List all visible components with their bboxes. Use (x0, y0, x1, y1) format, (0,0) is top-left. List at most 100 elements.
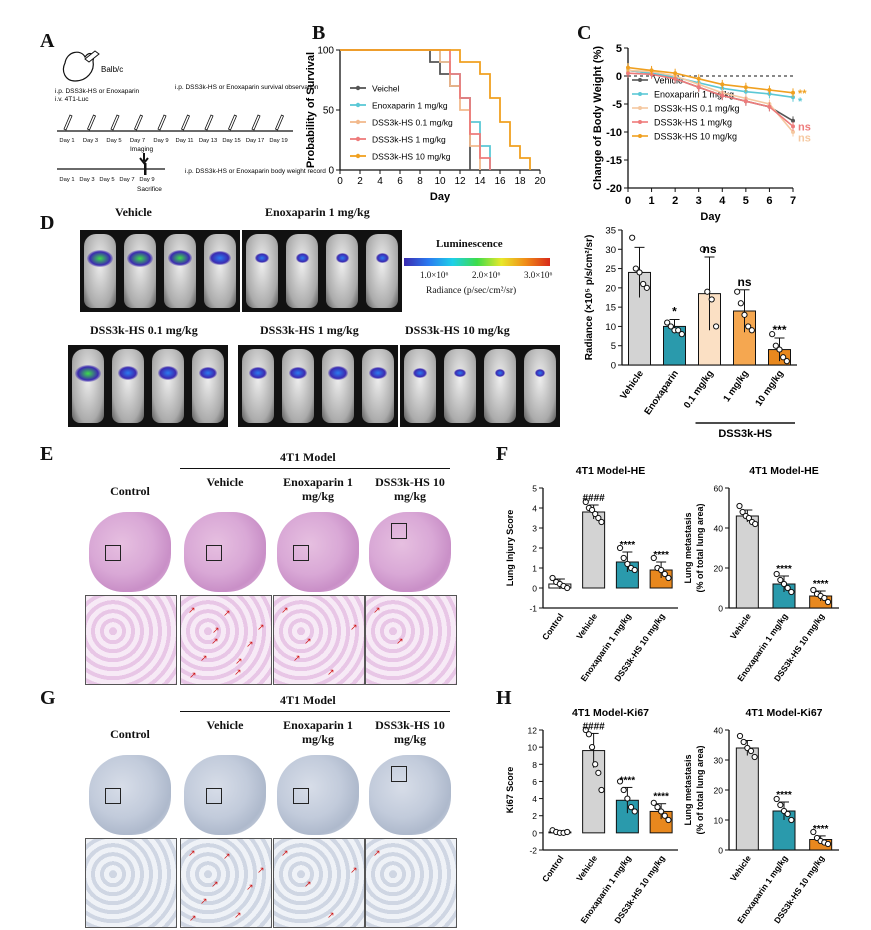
panel-label-d: D (40, 212, 55, 234)
bar (735, 515, 759, 609)
x-tick-label: Enoxaparin (642, 368, 681, 417)
data-point (598, 518, 605, 526)
red-arrow-icon: ↗ (327, 910, 335, 920)
x-tick-label: 8 (417, 176, 423, 187)
syringe-icon (204, 114, 214, 131)
legend-label: DSS3k-HS 0.1 mg/kg (372, 118, 453, 128)
y-axis-label: Probability of Survival (305, 52, 317, 168)
lung-section (277, 512, 359, 592)
data-point (788, 816, 795, 824)
data-point (678, 331, 685, 338)
syringe-icon (251, 114, 261, 131)
red-arrow-icon: ↗ (188, 848, 196, 858)
data-point (751, 753, 758, 761)
lung-section (369, 512, 451, 592)
x-tick-label: Vehicle (574, 611, 599, 641)
drug-text: i.p. DSS3k-HS or Enoxaparin (55, 88, 140, 95)
data-point (592, 761, 599, 768)
y-tick-label: 20 (605, 283, 616, 294)
column-title: Enoxaparin 1 mg/kg (283, 475, 353, 503)
x-tick-label: 4 (377, 176, 383, 187)
x-tick-label: 1 mg/kg (721, 368, 751, 404)
y-tick-label: -20 (606, 183, 622, 195)
legend-marker (638, 134, 642, 138)
syringe-icon (110, 114, 120, 131)
y-tick-label: 5 (532, 484, 537, 494)
luminescence-spot (289, 366, 307, 380)
lung-section (184, 512, 266, 592)
day-label: Day 5 (99, 177, 114, 183)
luminescence-spot (328, 366, 348, 380)
x-tick-label: Control (540, 853, 566, 883)
red-arrow-icon: ↗ (223, 608, 231, 618)
data-point (649, 68, 654, 73)
x-tick-label: 3 (696, 195, 702, 207)
day-label: Day 15 (222, 138, 240, 144)
y-tick-label: -10 (606, 127, 622, 139)
data-point (585, 731, 593, 738)
data-point (595, 769, 602, 776)
red-arrow-icon: ↗ (373, 848, 381, 858)
legend-marker (355, 102, 361, 108)
red-arrow-icon: ↗ (257, 865, 265, 875)
y-tick-label: 0 (328, 166, 334, 177)
data-point (632, 265, 639, 272)
ivis-strip (400, 345, 560, 427)
column-title: DSS3k-HS 10 mg/kg (375, 718, 445, 746)
data-point (713, 323, 720, 330)
data-point (564, 584, 571, 592)
y-tick-label: 0 (532, 584, 537, 594)
scale-bar (404, 258, 550, 266)
y-tick-label: 10 (528, 743, 538, 753)
syringe-icon (274, 114, 285, 131)
day-label: Day 11 (176, 138, 194, 144)
luminescence-spot (454, 368, 466, 378)
legend-marker (355, 136, 361, 142)
mouse-image (72, 349, 104, 423)
y-tick-label: 0 (532, 828, 537, 838)
luminescence-spot (87, 249, 113, 267)
scale-tick-label: 3.0×10⁶ (524, 270, 553, 280)
red-arrow-icon: ↗ (212, 625, 220, 635)
day-label: Day 5 (106, 138, 121, 144)
data-point (773, 570, 780, 578)
x-tick-label: 0 (625, 195, 631, 207)
x-tick-label: 2 (672, 195, 678, 207)
red-arrow-icon: ↗ (189, 670, 197, 680)
y-tick-label: 2 (532, 811, 537, 821)
day-label: Day 3 (83, 138, 98, 144)
legend-marker (638, 78, 642, 82)
y-axis-label: Radiance (×10⁵ p/s/cm²/sr) (584, 235, 595, 361)
y-axis-label: Lung metastasis (683, 754, 693, 825)
panel-label-h: H (496, 687, 512, 709)
y-tick-label: 40 (714, 726, 724, 736)
syringe-icon (133, 114, 144, 131)
legend-marker (355, 119, 361, 125)
column-title: Control (110, 484, 150, 498)
survival-line (340, 49, 531, 170)
red-arrow-icon: ↗ (350, 622, 358, 632)
data-point (708, 296, 715, 303)
data-point (699, 246, 707, 253)
column-title: Vehicle (206, 475, 244, 489)
y-axis-label: (% of total lung area) (695, 503, 705, 592)
y-tick-label: 15 (605, 303, 616, 314)
data-point (673, 76, 678, 81)
data-point (791, 130, 795, 134)
data-point (783, 358, 790, 365)
panel-label-b: B (312, 22, 326, 44)
data-point (777, 801, 784, 809)
data-point (673, 71, 678, 76)
ivis-group-title: Enoxaparin 1 mg/kg (265, 205, 370, 219)
day-label: Day 7 (130, 138, 145, 144)
red-arrow-icon: ↗ (200, 653, 208, 663)
data-point (629, 234, 636, 241)
data-point (664, 319, 671, 326)
data-point (810, 586, 817, 594)
luminescence-spot (369, 366, 387, 380)
luminescence-spot (127, 249, 153, 267)
data-point (780, 354, 787, 361)
x-tick-label: 14 (474, 176, 486, 187)
day-label: Day 9 (153, 138, 168, 144)
weight-line (627, 69, 794, 133)
